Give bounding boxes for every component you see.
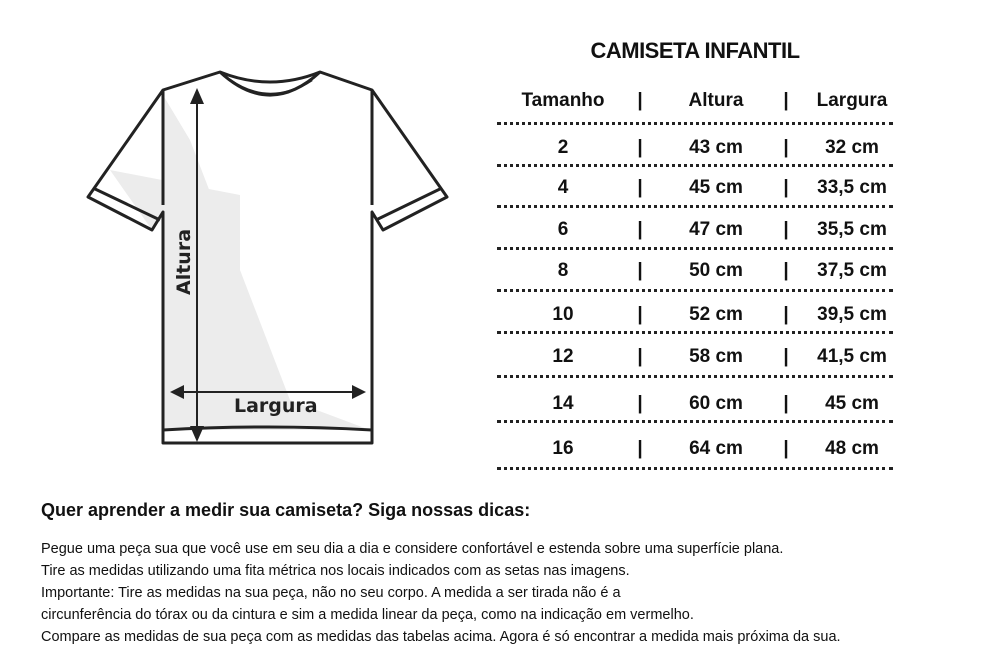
separator: |	[783, 393, 789, 414]
separator: |	[637, 260, 643, 281]
header-size: Tamanho	[521, 90, 605, 111]
table-row: 6 | 47 cm | 35,5 cm	[497, 210, 893, 250]
separator: |	[637, 304, 643, 325]
width-cell: 48 cm	[825, 438, 879, 459]
shirt-sleeve-seam	[161, 90, 374, 205]
height-cell: 50 cm	[689, 260, 743, 281]
shirt-collar-inner	[229, 78, 313, 96]
height-arrow	[190, 88, 204, 442]
table-row: 2 | 43 cm | 32 cm	[497, 128, 893, 168]
separator: |	[783, 260, 789, 281]
shirt-sleeve-hem	[92, 186, 443, 222]
table-row: 4 | 45 cm | 33,5 cm	[497, 168, 893, 208]
tips-text: Pegue uma peça sua que você use em seu d…	[41, 538, 841, 648]
width-cell: 35,5 cm	[817, 219, 887, 240]
separator: |	[783, 90, 789, 111]
height-cell: 52 cm	[689, 304, 743, 325]
tip-line: Pegue uma peça sua que você use em seu d…	[41, 541, 784, 557]
width-cell: 37,5 cm	[817, 260, 887, 281]
tip-line: Compare as medidas de sua peça com as me…	[41, 629, 841, 645]
size-cell: 16	[552, 438, 574, 459]
width-arrow	[170, 385, 366, 399]
width-label: Largura	[234, 395, 318, 417]
size-cell: 6	[557, 219, 569, 240]
height-cell: 64 cm	[689, 438, 743, 459]
table-title: CAMISETA INFANTIL	[590, 38, 800, 63]
table-row: 16 | 64 cm | 48 cm	[497, 429, 893, 469]
separator: |	[783, 137, 789, 158]
shirt-shading	[163, 95, 370, 430]
header-height: Altura	[688, 90, 744, 111]
size-cell: 8	[557, 260, 569, 281]
width-cell: 32 cm	[825, 137, 879, 158]
height-label: Altura	[173, 229, 195, 295]
tips-title: Quer aprender a medir sua camiseta? Siga…	[41, 500, 531, 520]
separator: |	[783, 438, 789, 459]
size-cell: 2	[557, 137, 569, 158]
height-cell: 58 cm	[689, 346, 743, 367]
table-row: 10 | 52 cm | 39,5 cm	[497, 295, 893, 335]
separator: |	[637, 346, 643, 367]
height-cell: 45 cm	[689, 177, 743, 198]
separator: |	[783, 177, 789, 198]
size-cell: 12	[552, 346, 574, 367]
height-cell: 43 cm	[689, 137, 743, 158]
row-divider	[497, 467, 893, 470]
width-cell: 41,5 cm	[817, 346, 887, 367]
size-cell: 14	[552, 393, 574, 414]
height-cell: 47 cm	[689, 219, 743, 240]
height-cell: 60 cm	[689, 393, 743, 414]
tip-line: Importante: Tire as medidas na sua peça,…	[41, 585, 621, 601]
tip-line: Tire as medidas utilizando uma fita métr…	[41, 563, 630, 579]
row-divider	[497, 289, 893, 292]
header-width: Largura	[816, 90, 888, 111]
width-cell: 33,5 cm	[817, 177, 887, 198]
separator: |	[637, 219, 643, 240]
width-cell: 39,5 cm	[817, 304, 887, 325]
separator: |	[637, 177, 643, 198]
separator: |	[637, 438, 643, 459]
separator: |	[783, 304, 789, 325]
separator: |	[783, 219, 789, 240]
separator: |	[637, 90, 643, 111]
separator: |	[637, 137, 643, 158]
table-row: 8 | 50 cm | 37,5 cm	[497, 251, 893, 291]
shirt-hem	[162, 425, 373, 432]
row-divider	[497, 375, 893, 378]
table-row: 12 | 58 cm | 41,5 cm	[497, 337, 893, 377]
tip-line: circunferência do tórax ou da cintura e …	[41, 607, 694, 623]
row-divider	[497, 331, 893, 334]
row-divider	[497, 122, 893, 125]
size-cell: 10	[552, 304, 574, 325]
width-cell: 45 cm	[825, 393, 879, 414]
separator: |	[783, 346, 789, 367]
table-header: Tamanho | Altura | Largura	[497, 81, 893, 121]
row-divider	[497, 205, 893, 208]
row-divider	[497, 164, 893, 167]
table-row: 14 | 60 cm | 45 cm	[497, 384, 893, 424]
row-divider	[497, 420, 893, 423]
size-cell: 4	[557, 177, 569, 198]
separator: |	[637, 393, 643, 414]
row-divider	[497, 247, 893, 250]
